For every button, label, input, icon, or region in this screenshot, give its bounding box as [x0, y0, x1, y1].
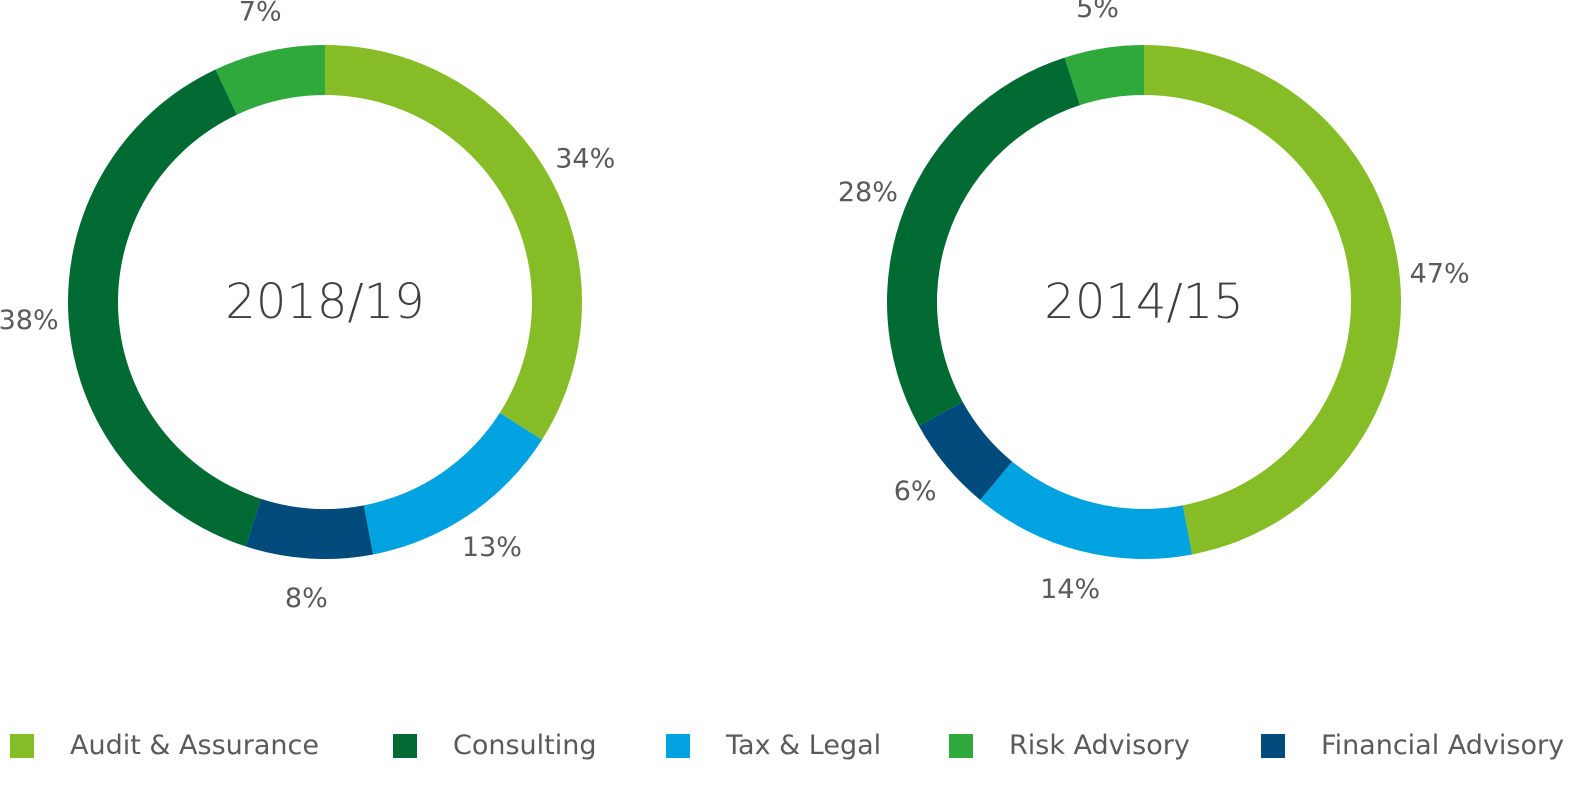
data-label-tax-legal: 14%: [1040, 574, 1100, 605]
donut-chart-2018-19: 34% 13% 8% 38% 7% 2018/19: [0, 0, 615, 614]
donut-slice-audit-assurance: [1144, 45, 1401, 555]
data-label-risk-advisory: 5%: [1076, 0, 1119, 24]
legend-item-audit-assurance: Audit & Assurance: [10, 730, 319, 761]
data-label-audit-assurance: 47%: [1410, 259, 1470, 290]
donut-slice-consulting: [887, 57, 1081, 426]
legend-swatch-audit-assurance: [10, 733, 34, 758]
data-label-consulting: 38%: [0, 305, 59, 336]
donut-slice-consulting: [68, 69, 262, 547]
data-label-audit-assurance: 34%: [555, 143, 615, 174]
legend-label: Consulting: [453, 730, 597, 761]
legend-item-consulting: Consulting: [393, 730, 597, 761]
donut-slice-financial-advisory: [245, 498, 374, 559]
donut-chart-2014-15: 47% 14% 6% 28% 5% 2014/15: [838, 0, 1470, 605]
data-label-financial-advisory: 6%: [894, 476, 937, 507]
legend-label: Financial Advisory: [1321, 730, 1565, 761]
data-label-risk-advisory: 7%: [239, 0, 282, 28]
data-label-consulting: 28%: [838, 177, 898, 208]
donut-slice-tax-legal: [980, 461, 1193, 559]
donut-center-title: 2014/15: [1044, 274, 1243, 330]
legend-label: Risk Advisory: [1009, 730, 1190, 761]
legend-swatch-tax-legal: [666, 733, 690, 758]
legend: Audit & Assurance Consulting Tax & Legal…: [0, 730, 1580, 780]
donut-slice-tax-legal: [363, 412, 542, 555]
legend-swatch-financial-advisory: [1261, 733, 1285, 758]
donut-slice-financial-advisory: [918, 401, 1013, 501]
data-label-tax-legal: 13%: [462, 532, 522, 563]
donut-slice-audit-assurance: [325, 45, 582, 440]
donut-slice-risk-advisory: [1064, 45, 1144, 106]
legend-swatch-risk-advisory: [949, 733, 973, 758]
legend-item-tax-legal: Tax & Legal: [666, 730, 881, 761]
legend-item-financial-advisory: Financial Advisory: [1261, 730, 1564, 761]
donut-center-title: 2018/19: [225, 274, 424, 330]
data-label-financial-advisory: 8%: [285, 583, 328, 614]
legend-label: Tax & Legal: [726, 730, 882, 761]
legend-item-risk-advisory: Risk Advisory: [949, 730, 1190, 761]
donut-slice-risk-advisory: [215, 45, 325, 115]
legend-swatch-consulting: [393, 733, 417, 758]
legend-label: Audit & Assurance: [70, 730, 319, 761]
